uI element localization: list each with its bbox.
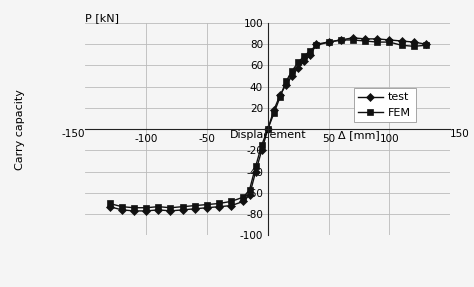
Legend: test, FEM: test, FEM [354,88,416,123]
FEM [204,203,210,206]
test [228,204,234,207]
test [119,208,125,212]
test [295,66,301,69]
test [241,200,246,203]
test [265,127,271,131]
Text: Displacement: Displacement [229,130,306,140]
FEM [228,200,234,203]
FEM [143,206,149,210]
test [423,42,429,46]
test [246,193,252,197]
FEM [131,206,137,210]
test [259,149,264,152]
test [277,94,283,97]
test [399,39,404,43]
test [374,37,380,40]
Text: Carry capacity: Carry capacity [15,89,25,170]
test [314,42,319,46]
test [107,205,112,208]
test [143,209,149,213]
Line: test: test [107,35,429,214]
FEM [314,44,319,47]
test [192,207,198,210]
FEM [387,40,392,44]
FEM [423,44,429,47]
FEM [180,205,185,208]
Text: Δ [mm]: Δ [mm] [338,130,380,140]
Text: 150: 150 [450,129,470,139]
Line: FEM: FEM [107,37,429,211]
test [204,206,210,210]
FEM [155,205,161,208]
test [301,59,307,63]
FEM [259,143,264,147]
FEM [107,202,112,205]
test [168,209,173,213]
FEM [374,40,380,44]
test [253,170,258,173]
FEM [168,206,173,210]
test [180,208,185,212]
FEM [338,38,344,42]
test [216,205,222,208]
test [338,38,344,42]
FEM [362,39,368,43]
test [326,40,331,44]
test [271,108,277,112]
test [411,40,417,44]
FEM [271,111,277,115]
FEM [295,61,301,64]
FEM [277,96,283,99]
test [350,36,356,40]
FEM [119,205,125,208]
Text: P [kN]: P [kN] [85,13,119,23]
test [131,209,137,213]
Text: -150: -150 [62,129,85,139]
test [283,83,289,86]
FEM [265,127,271,131]
FEM [289,69,295,72]
FEM [399,44,404,47]
FEM [301,54,307,58]
FEM [411,44,417,48]
FEM [241,195,246,199]
FEM [283,79,289,83]
FEM [350,38,356,42]
FEM [308,49,313,52]
test [362,37,368,40]
test [308,53,313,57]
FEM [216,202,222,205]
FEM [326,40,331,44]
test [155,208,161,212]
FEM [253,164,258,168]
test [387,38,392,42]
FEM [192,204,198,207]
test [289,74,295,78]
FEM [246,188,252,191]
